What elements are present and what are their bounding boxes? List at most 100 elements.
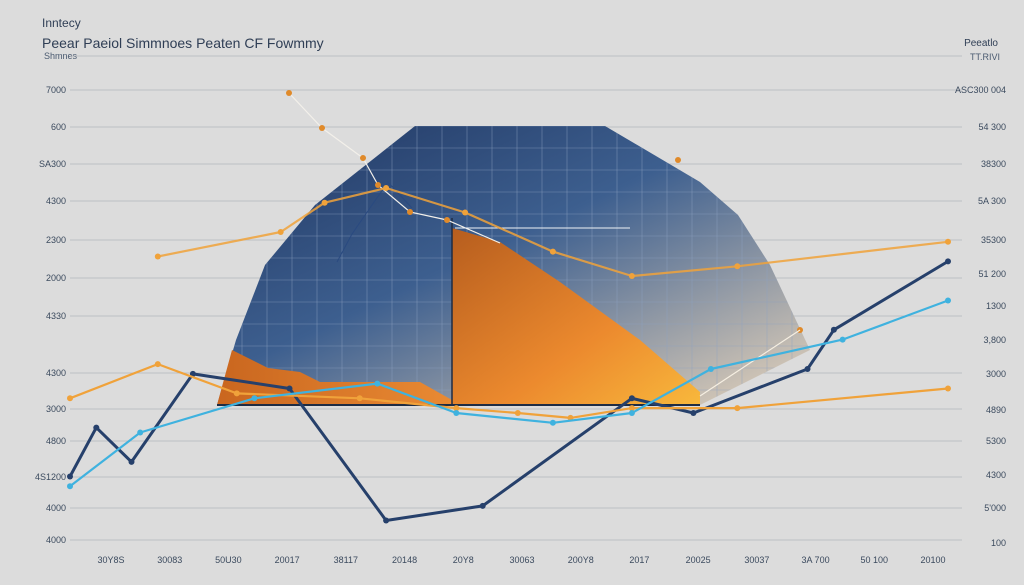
data-point (628, 405, 635, 412)
data-point (549, 248, 556, 255)
data-point (462, 209, 469, 216)
x-tick-label: 2017 (629, 555, 649, 565)
y-tick-label-right: 51 200 (978, 269, 1006, 279)
data-point (137, 429, 144, 436)
data-point (628, 410, 635, 416)
data-point (374, 380, 381, 387)
y-tick-label-right: 54 300 (978, 122, 1006, 132)
right-axis-title: Peeatlo (964, 38, 998, 49)
data-point (321, 199, 328, 206)
data-point (945, 385, 951, 392)
y-tick-label-left: 4800 (46, 436, 66, 446)
panel-orange-right (452, 228, 700, 405)
series-line (68, 260, 949, 522)
x-tick-label: 3A 700 (802, 555, 830, 565)
y-axis-right: ASC300 004 54 300 38300 5A 300 35300 51 200 13… (955, 85, 1006, 548)
data-point (804, 366, 811, 372)
x-tick-label: 20025 (686, 555, 711, 565)
x-tick-label: 20Y8 (453, 555, 474, 565)
data-point (945, 258, 951, 265)
data-point (549, 419, 556, 426)
y-tick-label-left: SA300 (39, 159, 66, 169)
y-tick-label-right: 5300 (986, 436, 1006, 446)
y-tick-label-left: 4000 (46, 503, 66, 513)
chart-title: Peear Paeiol Simmnoes Peaten CF Fowmmy (42, 35, 324, 51)
x-tick-label: 200Y8 (568, 555, 594, 565)
data-point (93, 424, 100, 431)
data-point (734, 263, 741, 270)
data-point (251, 395, 258, 402)
x-tick-label: 20017 (275, 555, 300, 565)
data-point (945, 238, 951, 245)
data-point (277, 229, 284, 235)
x-tick-label: 38117 (334, 555, 358, 565)
data-point (734, 405, 741, 412)
data-point (453, 410, 460, 416)
x-tick-label: 30Y8S (97, 555, 124, 565)
y-tick-label-right: 5'000 (984, 503, 1006, 513)
callout-marker (407, 209, 413, 215)
y-tick-label-right: 5A 300 (978, 196, 1006, 206)
y-tick-label-left: 600 (51, 122, 66, 132)
y-tick-label-right: 100 (991, 538, 1006, 548)
callout-marker (675, 157, 681, 163)
x-tick-label: 30063 (509, 555, 534, 565)
chart-supertitle: Inntecy (42, 16, 81, 30)
y-tick-label-left: 3000 (46, 404, 66, 414)
x-tick-label: 20100 (920, 555, 945, 565)
x-tick-label: 50U30 (215, 555, 242, 565)
data-point (67, 483, 73, 490)
x-tick-label: 20148 (392, 555, 417, 565)
data-point (67, 395, 73, 402)
callout-marker (360, 155, 366, 161)
right-axis-subtitle: TT.RIVI (969, 52, 1000, 62)
callout-marker (444, 217, 450, 223)
data-point (154, 253, 161, 260)
y-tick-label-left: 4330 (46, 311, 66, 321)
series-line (69, 363, 949, 419)
data-point (383, 185, 390, 191)
callout-marker (286, 90, 292, 96)
x-tick-label: 30037 (744, 555, 769, 565)
y-tick-label-right: 4890 (986, 405, 1006, 415)
series-line (69, 299, 949, 488)
y-tick-label-left: 4000 (46, 535, 66, 545)
panel-orange-left (217, 350, 452, 405)
x-tick-label: 30083 (157, 555, 182, 565)
data-point (628, 395, 635, 402)
decorative-panel (217, 126, 810, 406)
data-point (945, 297, 951, 304)
y-tick-label-left: 4S1200 (35, 472, 66, 482)
data-point (383, 517, 390, 524)
y-tick-label-right: 1300 (986, 301, 1006, 311)
data-point (128, 458, 135, 465)
y-tick-label-left: 4300 (46, 368, 66, 378)
data-point (479, 502, 486, 509)
y-tick-label-left: 2300 (46, 235, 66, 245)
data-point (690, 410, 697, 416)
y-tick-label-left: 4300 (46, 196, 66, 206)
callout-marker (375, 182, 381, 188)
data-point (356, 395, 363, 402)
y-tick-label-right: 3,800 (983, 335, 1006, 345)
data-point (286, 385, 293, 392)
data-point (628, 273, 635, 279)
data-point (830, 326, 837, 333)
data-point (839, 336, 846, 343)
y-tick-label-right: 4300 (986, 470, 1006, 480)
data-point (514, 410, 521, 416)
data-point (233, 390, 240, 397)
data-point (453, 405, 460, 412)
series-layer (67, 185, 951, 524)
data-point (67, 473, 73, 480)
y-tick-label-right: 3000 (986, 369, 1006, 379)
callout-marker (319, 125, 325, 131)
y-tick-label-left: 2000 (46, 273, 66, 283)
y-tick-label-left: 7000 (46, 85, 66, 95)
y-tick-label-right: 35300 (981, 235, 1006, 245)
x-tick-label: 50 100 (861, 555, 889, 565)
callout-rule (699, 329, 801, 397)
data-point (707, 366, 714, 372)
data-point (154, 361, 161, 368)
